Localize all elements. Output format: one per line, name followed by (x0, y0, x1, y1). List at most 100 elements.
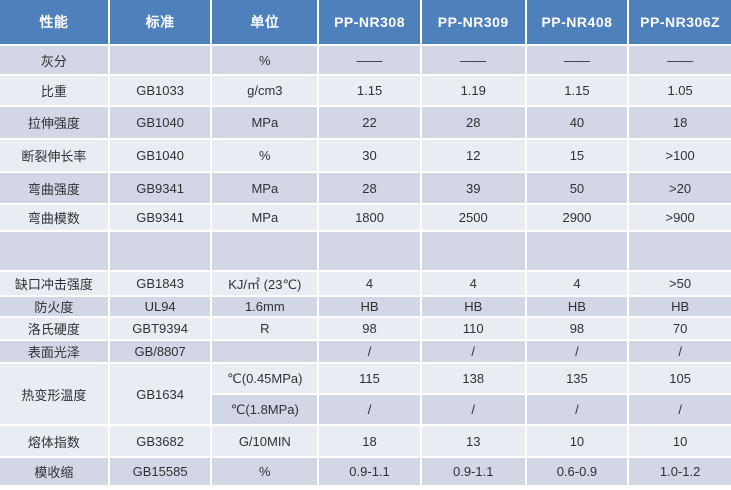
cell: 1.19 (419, 74, 527, 107)
cell: HB (419, 295, 527, 318)
cell: 4 (317, 270, 422, 297)
cell: 洛氏硬度 (0, 316, 110, 341)
cell: —— (627, 44, 731, 76)
cell: 10 (627, 424, 731, 458)
cell: GB3682 (107, 424, 213, 458)
cell (0, 230, 110, 272)
column-header-2: 单位 (210, 0, 320, 46)
cell: 拉伸强度 (0, 105, 110, 140)
cell: 135 (524, 362, 630, 395)
cell: 表面光泽 (0, 339, 110, 364)
cell: 防火度 (0, 295, 110, 318)
cell: GB15585 (107, 456, 213, 486)
table-row: 弯曲模数 GB9341 MPa 1800 2500 2900 >900 (0, 203, 731, 232)
cell: R (210, 316, 320, 341)
cell (524, 230, 630, 272)
table-row: 表面光泽 GB/8807// / / (0, 339, 731, 364)
table-row: 热变形温度 GB1634 ℃(0.45MPa) 115 138 135 105 (0, 362, 731, 426)
cell: ℃(0.45MPa) (210, 362, 320, 395)
cell: 70 (627, 316, 731, 341)
cell: 138 (419, 362, 527, 395)
cell: 热变形温度 (0, 362, 110, 426)
table-header: 性能 标准 单位 PP-NR308 PP-NR309 PP-NR408 PP-NR306Z (0, 0, 731, 46)
cell: >100 (627, 138, 731, 173)
cell: >900 (627, 203, 731, 232)
cell: 1.15 (317, 74, 422, 107)
cell: 1.05 (627, 74, 731, 107)
cell: 15 (524, 138, 630, 173)
table-row: 比重 GB1033 g/cm3 1.15 1.19 1.15 1.05 (0, 74, 731, 107)
table-row: 防火度 UL94 1.6mm HB HB HB HB (0, 295, 731, 318)
cell: —— (419, 44, 527, 76)
cell (210, 339, 320, 364)
cell: 灰分 (0, 44, 110, 76)
table-header-row: 性能 标准 单位 PP-NR308 PP-NR309 PP-NR408 PP-NR306Z (0, 0, 731, 46)
cell: 30 (317, 138, 422, 173)
cell: MPa (210, 105, 320, 140)
cell (107, 230, 213, 272)
cell: GB1040 (107, 105, 213, 140)
cell (627, 230, 731, 272)
cell: / (524, 393, 630, 426)
cell: GB1033 (107, 74, 213, 107)
table-row: 熔体指数 GB3682 G/10MIN 18 13 10 10 (0, 424, 731, 458)
cell (107, 44, 213, 76)
table-row: 缺口冲击强度 GB1843 KJ/㎡ (23℃) 4 4 4 >50 (0, 270, 731, 297)
cell: 18 (627, 105, 731, 140)
cell: g/cm3 (210, 74, 320, 107)
column-header-5: PP-NR408 (524, 0, 630, 46)
cell: / (627, 339, 731, 364)
cell: ℃(1.8MPa) (210, 393, 320, 426)
cell: HB (524, 295, 630, 318)
cell: 2500 (419, 203, 527, 232)
cell: 4 (524, 270, 630, 297)
cell: / (524, 339, 630, 364)
cell: GB1843 (107, 270, 213, 297)
table-row: 弯曲强度 GB9341 MPa 28 39 50 >20 (0, 171, 731, 205)
cell: —— (524, 44, 630, 76)
cell: >20 (627, 171, 731, 205)
cell: 弯曲模数 (0, 203, 110, 232)
cell: HB (627, 295, 731, 318)
cell: 1.0-1.2 (627, 456, 731, 486)
cell: G/10MIN (210, 424, 320, 458)
cell: 10 (524, 424, 630, 458)
cell: GB9341 (107, 171, 213, 205)
cell: 22 (317, 105, 422, 140)
cell: 1.15 (524, 74, 630, 107)
column-header-0: 性能 (0, 0, 110, 46)
cell: 0.9-1.1 (317, 456, 422, 486)
cell: % (210, 138, 320, 173)
cell: MPa (210, 171, 320, 205)
cell: / (419, 339, 527, 364)
cell: 4 (419, 270, 527, 297)
cell: 0.9-1.1 (419, 456, 527, 486)
cell (419, 230, 527, 272)
cell: KJ/㎡ (23℃) (210, 270, 320, 297)
cell: —— (317, 44, 422, 76)
cell: 2900 (524, 203, 630, 232)
column-header-1: 标准 (107, 0, 213, 46)
cell: >50 (627, 270, 731, 297)
cell: 28 (317, 171, 422, 205)
table-row: 断裂伸长率 GB1040% 30 12 15 >100 (0, 138, 731, 173)
cell: 熔体指数 (0, 424, 110, 458)
cell: % (210, 44, 320, 76)
cell: GB9341 (107, 203, 213, 232)
cell: UL94 (107, 295, 213, 318)
cell: GB1040 (107, 138, 213, 173)
column-header-6: PP-NR306Z (627, 0, 731, 46)
cell: / (317, 339, 422, 364)
cell: 39 (419, 171, 527, 205)
cell: MPa (210, 203, 320, 232)
cell: 比重 (0, 74, 110, 107)
cell: 断裂伸长率 (0, 138, 110, 173)
table-row (0, 230, 731, 272)
cell: / (627, 393, 731, 426)
cell: GB1634 (107, 362, 213, 426)
table-row: 洛氏硬度 GBT9394 R 98 110 98 70 (0, 316, 731, 341)
cell: HB (317, 295, 422, 318)
cell: 0.6-0.9 (524, 456, 630, 486)
